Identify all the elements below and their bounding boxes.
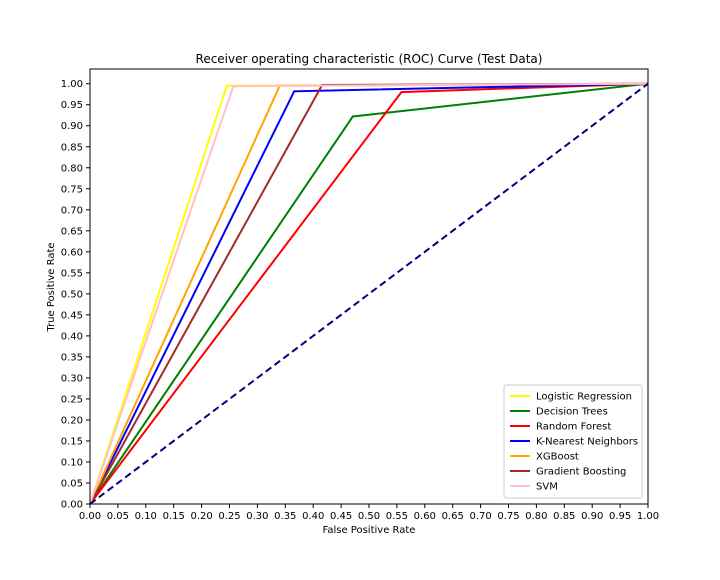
legend-label-2: Random Forest [536,422,611,433]
x-tick-label-0: 0.00 [79,511,101,522]
legend-label-6: SVM [536,482,558,493]
series-line-3 [89,82,649,505]
x-tick-label-8: 0.40 [302,511,324,522]
y-tick-label-10: 0.50 [61,289,83,300]
x-tick-label-1: 0.05 [107,511,129,522]
x-tick-label-19: 0.95 [609,511,631,522]
y-tick-label-19: 0.95 [61,100,83,111]
legend-label-4: XGBoost [536,452,579,463]
x-tick-label-7: 0.35 [274,511,296,522]
chart-title: Receiver operating characteristic (ROC) … [196,52,543,66]
legend-label-3: K-Nearest Neighbors [536,437,638,448]
y-tick-label-15: 0.75 [61,184,83,195]
y-tick-label-8: 0.40 [61,331,83,342]
x-tick-label-20: 1.00 [637,511,659,522]
x-tick-label-18: 0.90 [581,511,603,522]
y-tick-label-18: 0.90 [61,121,83,132]
y-tick-label-9: 0.45 [61,310,83,321]
y-tick-label-11: 0.55 [61,268,83,279]
y-tick-label-5: 0.25 [61,394,83,405]
x-tick-label-5: 0.25 [218,511,240,522]
x-tick-label-4: 0.20 [190,511,212,522]
y-tick-label-13: 0.65 [61,226,83,237]
x-tick-label-12: 0.60 [414,511,436,522]
y-tick-label-7: 0.35 [61,352,83,363]
y-axis: 0.00 0.05 0.10 0.15 0.20 0.25 0.30 0.35 0.40 0.45… [61,79,90,511]
series-line-1 [89,82,649,505]
legend-label-1: Decision Trees [536,407,608,418]
series-line-2 [89,82,649,505]
x-tick-label-16: 0.80 [525,511,547,522]
x-tick-label-9: 0.45 [330,511,352,522]
y-tick-label-3: 0.15 [61,436,83,447]
y-tick-label-2: 0.10 [61,457,83,468]
legend: Logistic Regression Decision Trees Random … [503,384,643,499]
x-tick-label-15: 0.75 [497,511,519,522]
plot-area [89,68,649,505]
y-tick-label-20: 1.00 [61,79,83,90]
y-tick-label-0: 0.00 [61,500,83,511]
legend-label-0: Logistic Regression [536,392,632,403]
legend-label-5: Gradient Boosting [536,467,626,478]
series-line-6 [89,82,649,505]
x-tick-label-10: 0.50 [358,511,380,522]
x-tick-label-11: 0.55 [386,511,408,522]
reference-line [89,82,649,505]
y-tick-label-17: 0.85 [61,142,83,153]
x-tick-label-2: 0.10 [135,511,157,522]
y-tick-label-4: 0.20 [61,415,83,426]
y-tick-label-12: 0.60 [61,247,83,258]
y-tick-label-16: 0.80 [61,163,83,174]
y-tick-label-14: 0.70 [61,205,83,216]
legend-box [503,384,643,499]
x-axis: 0.00 0.05 0.10 0.15 0.20 0.25 0.30 0.35 0.40 0.45… [79,504,659,522]
x-tick-label-6: 0.30 [246,511,268,522]
x-tick-label-14: 0.70 [469,511,491,522]
x-tick-label-13: 0.65 [442,511,464,522]
y-tick-label-6: 0.30 [61,373,83,384]
y-tick-label-1: 0.05 [61,478,83,489]
x-axis-label: False Positive Rate [323,525,416,536]
x-tick-label-17: 0.85 [553,511,575,522]
y-axis-label: True Positive Rate [46,242,57,332]
x-tick-label-3: 0.15 [163,511,185,522]
